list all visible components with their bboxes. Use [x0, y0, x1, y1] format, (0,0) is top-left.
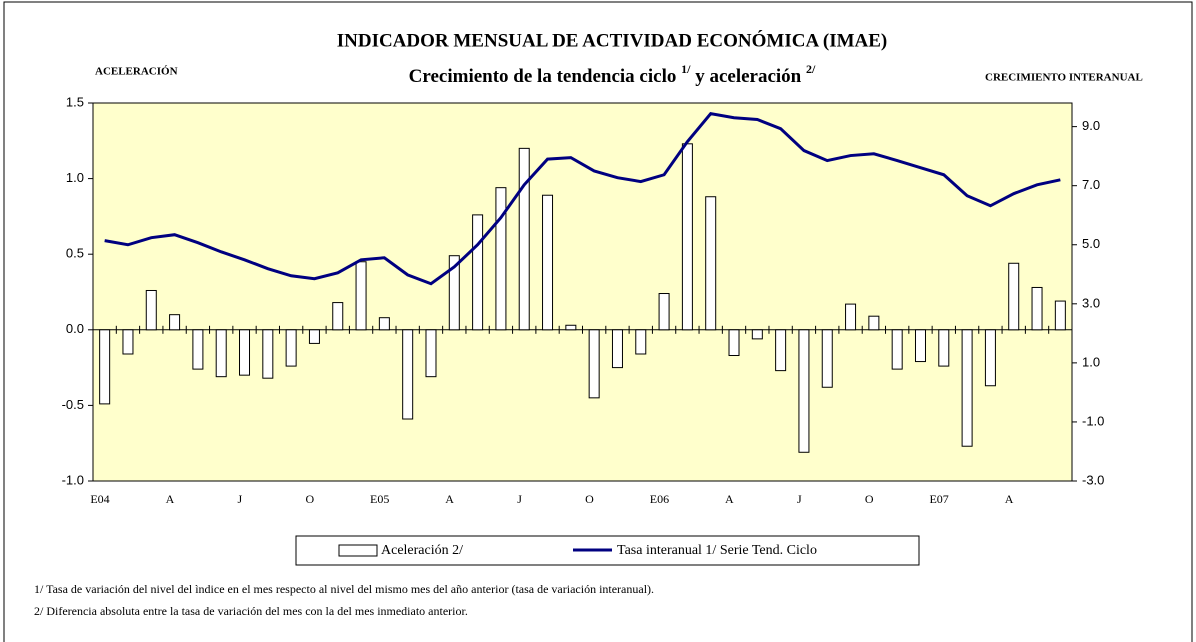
- bar: [681, 143, 693, 331]
- bar: [145, 289, 157, 331]
- bar: [798, 329, 810, 453]
- bar: [1054, 300, 1066, 331]
- y2-tick-label: 1.0: [1082, 354, 1100, 369]
- bar: [495, 187, 507, 331]
- bar: [565, 324, 577, 331]
- bar: [472, 214, 484, 331]
- subtitle-part: Crecimiento de la tendencia ciclo: [409, 66, 681, 87]
- bar: [705, 196, 717, 331]
- bar: [402, 329, 414, 420]
- bar: [518, 147, 530, 331]
- y2-tick-label: 5.0: [1082, 236, 1100, 251]
- line: [104, 112, 1061, 286]
- y-tick-label: 0.5: [66, 246, 84, 261]
- x-tick-label: O: [305, 492, 314, 506]
- bar: [728, 329, 740, 357]
- legend-label: Tasa interanual 1/ Serie Tend. Ciclo: [617, 543, 817, 558]
- bar: [99, 329, 111, 405]
- bar: [611, 329, 623, 369]
- y2-tick-label: -3.0: [1082, 472, 1104, 487]
- bar: [378, 317, 390, 331]
- y2-tick-label: -1.0: [1082, 413, 1104, 428]
- x-tick-label: J: [797, 492, 802, 506]
- x-tick-label: J: [238, 492, 243, 506]
- bar: [775, 329, 787, 372]
- footnote: 1/ Tasa de variación del nivel del ìndic…: [34, 582, 654, 596]
- y2-tick-label: 9.0: [1082, 118, 1100, 133]
- x-tick-label: J: [517, 492, 522, 506]
- x-tick-label: E06: [650, 492, 669, 506]
- x-tick-label: E05: [370, 492, 389, 506]
- bar: [1008, 262, 1020, 331]
- bar: [215, 329, 227, 378]
- y-tick-label: 1.5: [66, 94, 84, 109]
- bar: [425, 329, 437, 378]
- subtitle-sup: 1/: [681, 62, 691, 76]
- y2-tick-label: 7.0: [1082, 177, 1100, 192]
- bar: [192, 329, 204, 370]
- y-tick-label: -0.5: [62, 397, 84, 412]
- x-tick-label: A: [1005, 492, 1014, 506]
- bar: [285, 329, 297, 367]
- footnote: 2/ Diferencia absoluta entre la tasa de …: [34, 604, 468, 618]
- y-axis-label: ACELERACIÓN: [95, 66, 178, 78]
- x-tick-label: E07: [929, 492, 948, 506]
- bar: [658, 293, 670, 331]
- legend-label: Aceleración 2/: [381, 543, 463, 558]
- bar: [588, 329, 600, 399]
- x-tick-label: A: [725, 492, 734, 506]
- bar: [169, 314, 181, 331]
- y-tick-label: 1.0: [66, 170, 84, 185]
- x-tick-label: A: [166, 492, 175, 506]
- subtitle-sup: 2/: [806, 62, 816, 76]
- bar: [122, 329, 134, 355]
- bar: [262, 329, 274, 379]
- bar: [914, 329, 926, 363]
- bar: [891, 329, 903, 370]
- bar: [542, 194, 554, 331]
- bar: [308, 329, 320, 344]
- bar: [751, 329, 763, 340]
- y-tick-label: 0.0: [66, 321, 84, 336]
- bar: [1031, 286, 1043, 331]
- bar: [332, 302, 344, 331]
- bar: [961, 329, 973, 447]
- subtitle-part: y aceleración: [690, 66, 806, 87]
- x-tick-label: E04: [90, 492, 109, 506]
- legend-swatch: [338, 544, 378, 557]
- x-tick-label: O: [865, 492, 874, 506]
- bar: [448, 255, 460, 331]
- bar: [355, 261, 367, 331]
- bar: [635, 329, 647, 355]
- x-tick-label: O: [585, 492, 594, 506]
- x-tick-label: A: [445, 492, 454, 506]
- chart-subtitle: Crecimiento de la tendencia ciclo 1/ y a…: [409, 62, 816, 88]
- plot-area: [92, 102, 1073, 482]
- chart-title: INDICADOR MENSUAL DE ACTIVIDAD ECONÓMICA…: [337, 29, 888, 51]
- bar: [938, 329, 950, 367]
- bar: [239, 329, 251, 376]
- frame: [3, 1, 1193, 642]
- y2-axis-label: CRECIMIENTO INTERANUAL: [985, 72, 1143, 84]
- bar: [845, 303, 857, 331]
- y2-tick-label: 3.0: [1082, 295, 1100, 310]
- y-tick-label: -1.0: [62, 472, 84, 487]
- bar: [984, 329, 996, 387]
- bar: [821, 329, 833, 388]
- legend: [295, 535, 920, 566]
- bar: [868, 315, 880, 331]
